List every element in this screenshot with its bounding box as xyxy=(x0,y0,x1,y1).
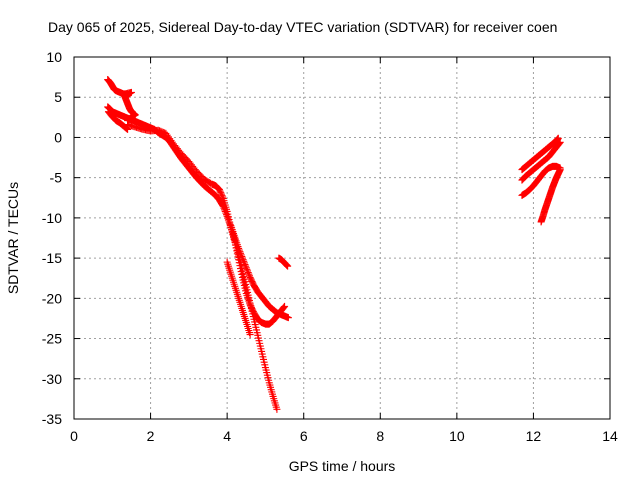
data-point-fill xyxy=(237,251,245,259)
data-point-fill xyxy=(167,136,175,144)
data-series xyxy=(104,108,132,133)
grid-lines xyxy=(74,57,610,419)
x-axis-label: GPS time / hours xyxy=(289,458,396,474)
data-point-fill xyxy=(236,248,244,256)
x-tick-label: 4 xyxy=(223,428,231,444)
y-tick-label: -30 xyxy=(42,371,62,387)
data-point-fill xyxy=(253,329,261,337)
x-tick-label: 6 xyxy=(300,428,308,444)
data-point-fill xyxy=(234,243,242,251)
y-tick-label: 5 xyxy=(54,89,62,105)
data-point-fill xyxy=(556,139,564,147)
data-point-fill xyxy=(554,135,562,143)
x-tick-label: 12 xyxy=(526,428,542,444)
data-point-fill xyxy=(230,280,238,288)
data-point-fill xyxy=(272,403,280,411)
data-point-fill xyxy=(217,189,225,197)
data-point-fill xyxy=(244,269,252,277)
data-point-fill xyxy=(240,259,248,267)
y-tick-label: -15 xyxy=(42,250,62,266)
data-point-fill xyxy=(230,231,238,239)
data-point-fill xyxy=(234,292,242,300)
data-series xyxy=(223,258,254,339)
data-point-fill xyxy=(242,287,250,295)
data-point-fill xyxy=(257,345,265,353)
data-point-fill xyxy=(237,268,245,276)
data-series xyxy=(275,254,292,270)
data-point-fill xyxy=(123,125,131,133)
data-point-fill xyxy=(182,155,190,163)
data-point-fill xyxy=(219,193,227,201)
data-series xyxy=(537,166,564,226)
y-tick-labels: 10 5 0 -5 -10 -15 -20 -25 -30 -35 xyxy=(42,49,62,427)
data-series xyxy=(518,162,564,199)
data-point-fill xyxy=(261,361,269,369)
data-point-fill xyxy=(217,190,225,198)
data-point-fill xyxy=(239,256,247,264)
data-points xyxy=(104,76,564,413)
data-point-fill xyxy=(237,249,245,257)
data-point-fill xyxy=(268,390,276,398)
data-point-fill xyxy=(237,265,245,273)
data-point xyxy=(238,254,246,262)
data-point-fill xyxy=(226,221,234,229)
x-tick-label: 8 xyxy=(376,428,384,444)
y-tick-label: 0 xyxy=(54,129,62,145)
y-tick-label: -20 xyxy=(42,290,62,306)
data-point-fill xyxy=(190,164,198,172)
y-tick-label: -5 xyxy=(50,170,63,186)
y-axis-label: SDTVAR / TECUs xyxy=(5,182,21,294)
data-series xyxy=(518,138,564,184)
data-point-fill xyxy=(218,192,226,200)
data-point-fill xyxy=(240,257,248,265)
y-tick-label: 10 xyxy=(46,49,62,65)
data-point xyxy=(242,264,250,272)
data-point-fill xyxy=(175,146,183,154)
y-tick-label: -25 xyxy=(42,331,62,347)
data-point-fill xyxy=(556,166,564,174)
data-point-fill xyxy=(284,313,292,321)
data-point-fill xyxy=(245,299,253,307)
y-tick-label: -10 xyxy=(42,210,62,226)
data-point-fill xyxy=(242,316,250,324)
data-point-fill xyxy=(238,253,246,261)
y-tick-label: -35 xyxy=(42,411,62,427)
data-point-fill xyxy=(223,205,231,213)
x-tick-labels: 0 2 4 6 8 10 12 14 xyxy=(70,428,618,444)
data-point-fill xyxy=(245,270,253,278)
x-tick-label: 10 xyxy=(449,428,465,444)
data-point-fill xyxy=(279,305,287,313)
data-point-fill xyxy=(241,261,249,269)
data-point-fill xyxy=(198,173,206,181)
data-point-fill xyxy=(554,141,562,149)
data-point-fill xyxy=(238,270,246,278)
data-point-fill xyxy=(216,187,224,195)
data-point-fill xyxy=(242,262,250,270)
data-point-fill xyxy=(238,304,246,312)
data-point-fill xyxy=(249,306,257,314)
data-point-fill xyxy=(279,304,287,312)
data-point-fill xyxy=(226,268,234,276)
data-point-fill xyxy=(283,262,291,270)
data-point-fill xyxy=(280,303,288,311)
plot-frame xyxy=(73,56,611,420)
data-point-fill xyxy=(245,272,253,280)
x-tick-label: 0 xyxy=(70,428,78,444)
data-point-fill xyxy=(235,246,243,254)
x-tick-label: 14 xyxy=(602,428,618,444)
data-point-fill xyxy=(244,267,252,275)
data-point-fill xyxy=(243,265,251,273)
chart-title: Day 065 of 2025, Sidereal Day-to-day VTE… xyxy=(48,19,557,35)
data-point-fill xyxy=(245,329,253,337)
data-point-fill xyxy=(555,140,563,148)
x-tick-label: 2 xyxy=(147,428,155,444)
axis-ticks xyxy=(73,56,611,420)
data-series xyxy=(227,222,292,322)
data-point-fill xyxy=(265,376,273,384)
data-point-fill xyxy=(249,279,257,287)
